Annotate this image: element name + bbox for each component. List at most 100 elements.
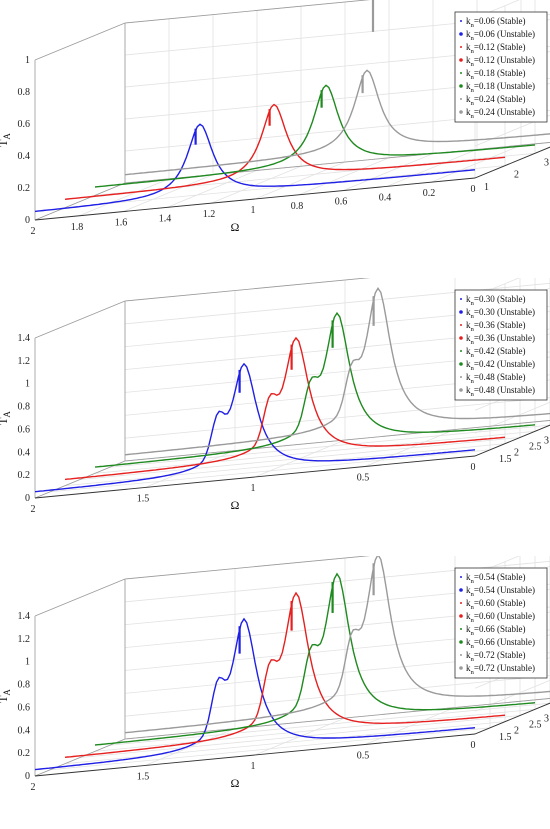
legend-entry: kn=0.42 (Stable) (466, 346, 525, 359)
legend-marker (459, 110, 463, 114)
ta-tick-label: 0 (25, 215, 30, 226)
legend-entry: kn=0.36 (Stable) (466, 320, 525, 333)
legend-entry: kn=0.48 (Unstable) (466, 385, 535, 398)
series-line-3 (94, 311, 536, 468)
omega-tick-label: 0.5 (357, 473, 370, 484)
legend-marker (460, 654, 462, 656)
ta-tick-label: 0.6 (18, 702, 31, 713)
chart-2-svg: 21.510.501.522.533.5400.20.40.60.811.21.… (0, 278, 550, 515)
ta-tick-label: 0.2 (18, 470, 31, 481)
legend: kn=0.30 (Stable)kn=0.30 (Unstable)kn=0.3… (454, 289, 548, 401)
series-line-4 (124, 286, 550, 456)
r-tick-label: 1.5 (499, 454, 512, 465)
omega-tick-label: 2 (31, 782, 36, 793)
omega-axis-label: Ω (231, 498, 240, 512)
ta-tick-label: 0.4 (18, 725, 31, 736)
legend-entry: kn=0.18 (Stable) (466, 68, 525, 81)
series-line-1 (34, 617, 476, 771)
omega-tick-label: 1.5 (137, 772, 150, 783)
r-tick-label: 1 (484, 182, 489, 193)
ta-tick-label: 0 (25, 771, 30, 782)
omega-tick-label: 1.8 (71, 222, 84, 233)
legend-entry: kn=0.72 (Unstable) (466, 663, 535, 676)
legend-marker (459, 614, 463, 618)
ta-tick-label: 1.2 (18, 356, 31, 367)
gridline-omega (34, 579, 126, 777)
gridline-z (124, 397, 550, 439)
series-line-4 (124, 69, 550, 176)
legend-entry: kn=0.48 (Stable) (466, 372, 525, 385)
omega-tick-label: 0.6 (335, 197, 348, 208)
omega-axis (34, 455, 476, 499)
legend-entry: kn=0.30 (Stable) (466, 294, 525, 307)
gridline-r (109, 278, 550, 468)
legend-marker (460, 298, 462, 300)
legend-marker (460, 20, 462, 22)
omega-tick-label: 0.4 (379, 192, 392, 203)
r-tick-label: 3 (544, 157, 549, 168)
legend-marker (460, 576, 462, 578)
legend-marker (459, 588, 463, 592)
legend-box (454, 289, 548, 401)
legend-marker (460, 98, 462, 100)
ta-tick-label: 0.2 (18, 748, 31, 759)
gridline-r (109, 556, 550, 746)
omega-tick-label: 1.5 (137, 494, 150, 505)
legend-marker (459, 310, 463, 314)
omega-tick-label: 0 (471, 184, 476, 195)
legend-marker (459, 32, 463, 36)
gridline-omega (34, 23, 126, 221)
axis-box-edge (124, 0, 371, 24)
ta-tick-label: 0.6 (18, 119, 31, 130)
omega-tick-label: 1 (251, 761, 256, 772)
legend: kn=0.54 (Stable)kn=0.54 (Unstable)kn=0.6… (454, 567, 548, 679)
ta-axis-label: TA (0, 411, 12, 425)
legend-marker (460, 376, 462, 378)
axis-box-edge (34, 300, 126, 339)
axis-box-edge (34, 460, 126, 499)
ta-tick-label: 0.2 (18, 183, 31, 194)
legend-entry: kn=0.24 (Unstable) (466, 107, 535, 120)
axis-box-edge (124, 556, 371, 580)
omega-tick-label: 0 (471, 462, 476, 473)
legend-marker (460, 72, 462, 74)
plot-area: 21.510.501.522.533.5400.20.40.60.811.21.… (0, 556, 550, 793)
legend-entry: kn=0.60 (Stable) (466, 598, 525, 611)
chart-panel-3: 21.510.501.522.533.5400.20.40.60.811.21.… (0, 556, 550, 829)
legend-entry: kn=0.60 (Unstable) (466, 611, 535, 624)
r-axis (474, 424, 550, 457)
axis-box-edge (124, 278, 371, 302)
legend-entry: kn=0.54 (Stable) (466, 572, 525, 585)
legend-entry: kn=0.18 (Unstable) (466, 81, 535, 94)
omega-tick-label: 1 (251, 205, 256, 216)
legend-marker (459, 84, 463, 88)
legend-entry: kn=0.66 (Unstable) (466, 637, 535, 650)
legend-entry: kn=0.06 (Unstable) (466, 29, 535, 42)
legend: kn=0.06 (Stable)kn=0.06 (Unstable)kn=0.1… (454, 11, 548, 123)
legend-marker (459, 666, 463, 670)
legend-entry: kn=0.12 (Stable) (466, 42, 525, 55)
r-tick-label: 2 (514, 448, 519, 459)
legend-marker (460, 324, 462, 326)
omega-tick-label: 2 (31, 226, 36, 237)
ta-tick-label: 0.8 (18, 87, 31, 98)
omega-tick-label: 1.6 (115, 218, 128, 229)
series-line-3 (94, 572, 536, 746)
r-tick-label: 2 (514, 170, 519, 181)
legend-entry: kn=0.36 (Unstable) (466, 333, 535, 346)
ta-tick-label: 1.4 (18, 611, 31, 622)
legend-marker (460, 602, 462, 604)
r-axis (474, 146, 550, 179)
ta-tick-label: 1 (25, 657, 30, 668)
omega-tick-label: 2 (31, 504, 36, 515)
chart-1-svg: 21.81.61.41.210.80.60.40.20123400.20.40.… (0, 0, 550, 237)
omega-axis (34, 733, 476, 777)
ta-tick-label: 0.4 (18, 151, 31, 162)
ta-tick-label: 0 (25, 493, 30, 504)
r-tick-label: 2.5 (529, 720, 542, 731)
r-axis (474, 702, 550, 735)
r-tick-label: 1.5 (499, 732, 512, 743)
ta-tick-label: 1 (25, 379, 30, 390)
axis-box-edge (34, 578, 126, 617)
ta-tick-label: 1 (25, 55, 30, 66)
